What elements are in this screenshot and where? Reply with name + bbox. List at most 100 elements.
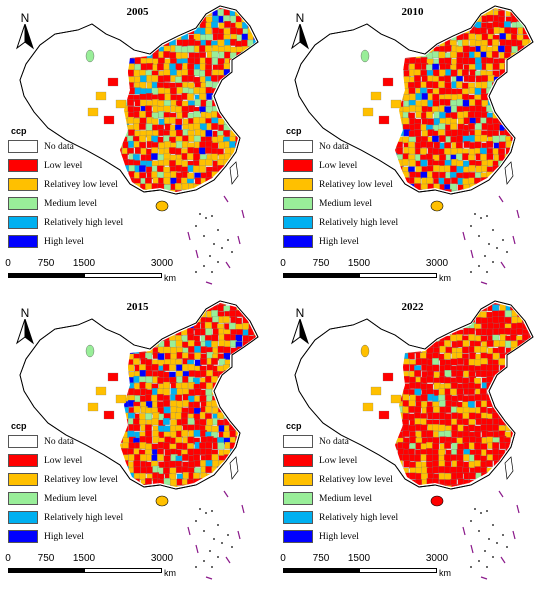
region-cell: [529, 473, 531, 481]
region-cell: [499, 340, 507, 348]
region-cell: [463, 196, 470, 203]
island-taiwan: [229, 456, 239, 480]
region-cell: [145, 27, 153, 35]
region-cell: [211, 425, 219, 433]
region-cell: [426, 81, 434, 89]
region-cell: [522, 160, 530, 167]
region-cell: [186, 153, 194, 161]
region-cell: [248, 442, 256, 450]
region-cell: [535, 402, 542, 409]
region-cell: [211, 196, 218, 203]
region-cell: [432, 395, 440, 403]
dashed-boundary: [500, 261, 506, 269]
legend-swatch: [8, 235, 38, 248]
region-cell: [152, 412, 160, 420]
region-cell: [420, 383, 428, 391]
region-cell: [224, 382, 232, 390]
region-cell: [260, 88, 267, 95]
region-cell: [491, 389, 499, 397]
region-cell: [133, 27, 140, 35]
legend-label: Relativey low level: [319, 179, 393, 190]
region-cell: [438, 449, 446, 457]
region-cell: [535, 34, 542, 41]
region-cell: [402, 190, 410, 192]
region-cell: [517, 147, 525, 154]
region-cell: [498, 184, 506, 192]
region-cell: [456, 99, 464, 106]
legend-item: Low level: [283, 451, 398, 470]
region-cell: [144, 424, 152, 432]
region-cell: [259, 76, 266, 83]
region-cell: [254, 448, 256, 456]
region-cell: [254, 81, 256, 89]
region-cell: [231, 492, 238, 499]
region-cell: [468, 412, 476, 420]
region-cell: [438, 28, 446, 36]
region-cell: [229, 117, 237, 125]
region-cell: [504, 87, 512, 95]
region-cell: [462, 57, 469, 65]
region-cell: [157, 33, 165, 41]
region-cell: [224, 340, 232, 348]
region-cell: [535, 412, 542, 419]
region-cell: [128, 388, 135, 396]
region-cell: [253, 401, 256, 409]
region-cell: [511, 479, 519, 487]
dashed-boundary: [187, 231, 191, 241]
region-cell: [247, 147, 255, 155]
region-cell: [235, 57, 242, 65]
region-cell: [432, 443, 440, 450]
dashed-boundary: [205, 576, 213, 580]
region-cell: [511, 359, 519, 367]
island-taiwan: [504, 456, 514, 480]
region-cell: [439, 171, 446, 179]
country-border: [294, 5, 534, 195]
region-cell: [163, 51, 171, 58]
region-cell: [254, 52, 256, 60]
region-cell: [205, 129, 213, 137]
region-cell: [253, 177, 256, 185]
region-cell: [121, 322, 129, 330]
region-cell: [439, 111, 447, 119]
region-cell: [510, 123, 518, 131]
region-cell: [253, 21, 256, 29]
region-cell: [211, 334, 219, 342]
dashed-boundary: [512, 235, 516, 245]
region-cell: [462, 346, 469, 354]
region-cell: [504, 400, 512, 408]
scale-tick: 3000: [150, 258, 174, 269]
region-cell: [260, 34, 267, 41]
region-cell: [414, 388, 422, 396]
region-cell: [224, 51, 232, 59]
region-cell: [236, 105, 243, 112]
region-cell: [516, 153, 524, 161]
region-cell: [224, 473, 232, 481]
map-year-title: 2015: [126, 301, 149, 313]
region-cell: [199, 45, 206, 53]
region-cell: [511, 376, 518, 384]
region-cell: [492, 382, 500, 390]
region-cell: [217, 346, 225, 353]
region-cell: [199, 159, 206, 167]
region-cell: [528, 117, 531, 125]
region-cell: [242, 178, 249, 186]
region-cell: [127, 39, 134, 47]
small-island: [486, 566, 488, 568]
region-cell: [480, 406, 487, 414]
legend-swatch: [283, 197, 313, 210]
region-cell: [450, 382, 458, 390]
region-cell: [157, 316, 165, 324]
region-cell: [492, 316, 499, 324]
region-cell: [481, 492, 488, 499]
region-cell: [210, 153, 218, 161]
region-cell: [187, 363, 195, 371]
region-cell: [523, 171, 531, 179]
region-cell: [492, 442, 500, 450]
region-cell: [107, 372, 119, 382]
region-cell: [228, 322, 236, 330]
region-cell: [223, 394, 231, 401]
region-cell: [404, 197, 411, 204]
region-cell: [468, 57, 476, 65]
region-cell: [529, 153, 531, 161]
region-cells: [395, 8, 542, 204]
